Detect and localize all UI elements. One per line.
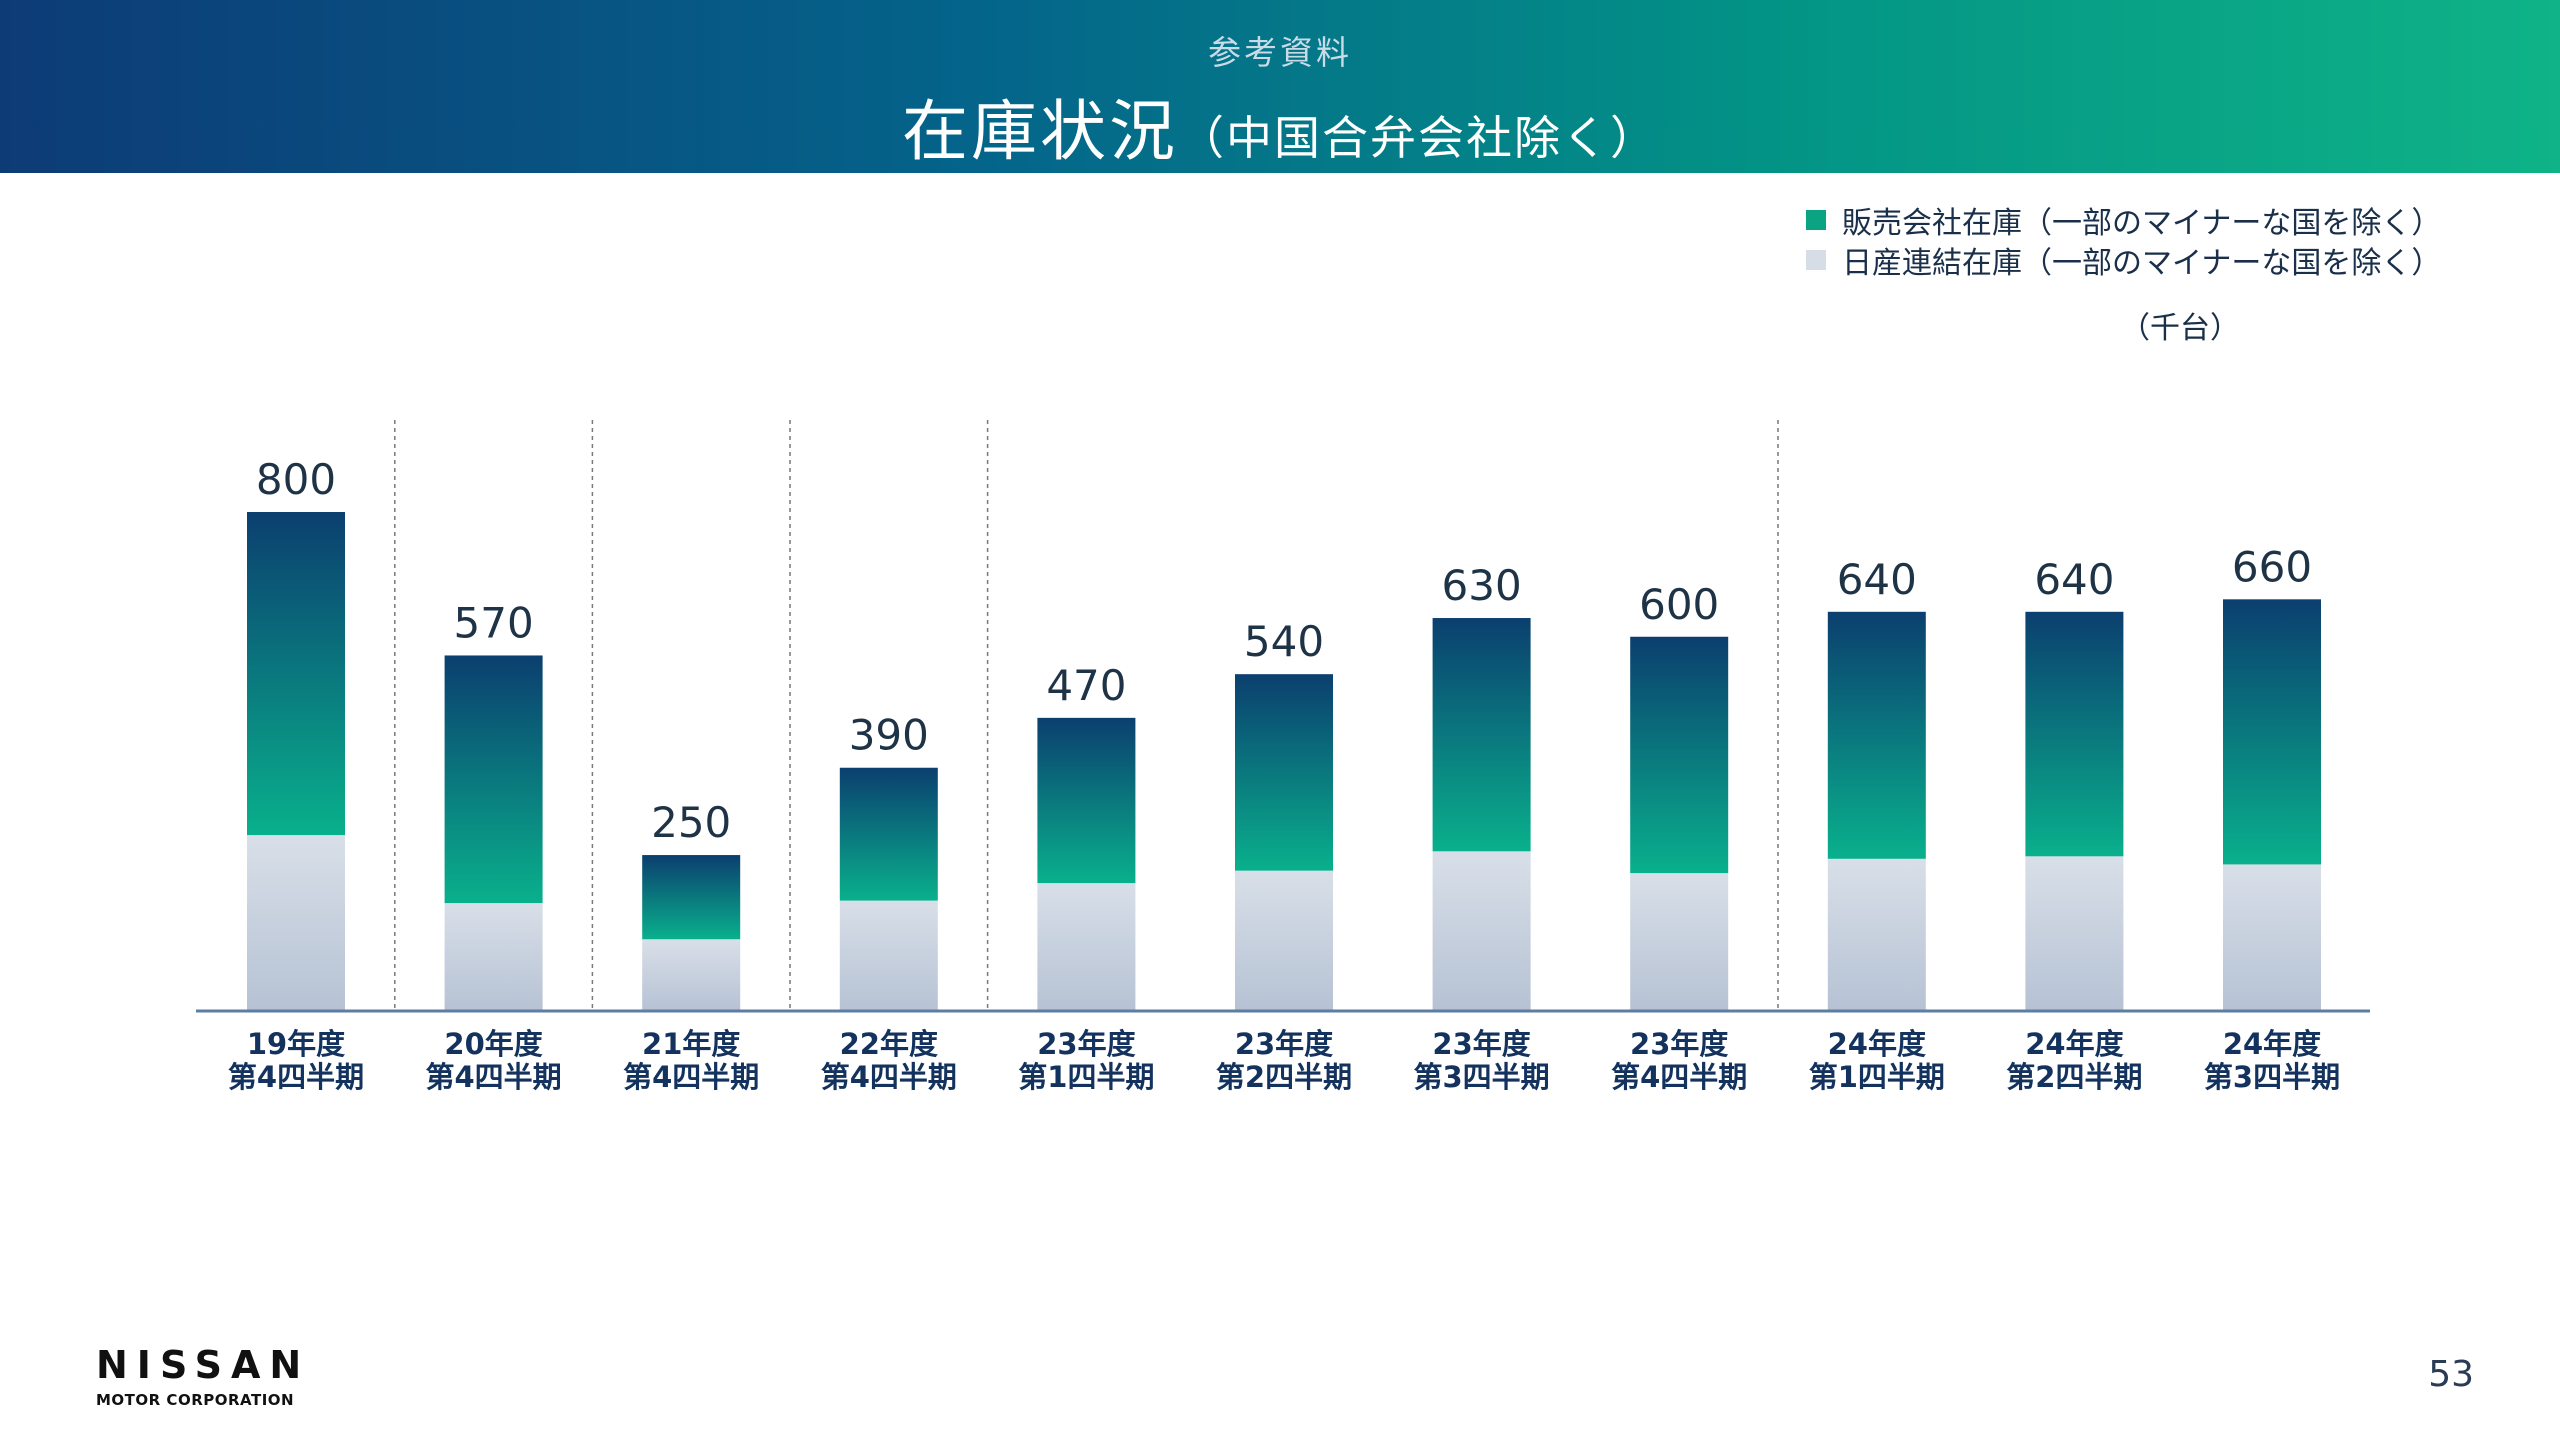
page-title: 在庫状況（中国合弁会社除く） xyxy=(0,78,2560,174)
bar-dealer-inventory xyxy=(1432,618,1531,852)
category-label-year: 23年度 xyxy=(1235,1027,1333,1061)
legend-item-dealer: 販売会社在庫（一部のマイナーな国を除く） xyxy=(1806,200,2442,241)
bar-nissan-inventory xyxy=(1432,851,1531,1011)
bar-dealer-inventory xyxy=(247,512,345,836)
bar-dealer-inventory xyxy=(444,655,543,904)
unit-label: （千台） xyxy=(2120,311,2240,346)
total-value-label: 640 xyxy=(1837,555,1917,604)
total-value-label: 660 xyxy=(2232,542,2312,591)
page-title-main: 在庫状況 xyxy=(902,93,1178,170)
category-label-quarter: 第4四半期 xyxy=(426,1060,562,1094)
category-label-year: 24年度 xyxy=(1828,1027,1926,1061)
page-title-paren: （中国合弁会社除く） xyxy=(1178,111,1658,165)
category-label-year: 24年度 xyxy=(2223,1027,2321,1061)
total-value-label: 600 xyxy=(1639,580,1719,629)
bar-dealer-inventory xyxy=(1235,674,1333,871)
bar-dealer-inventory xyxy=(2223,599,2321,865)
bar-nissan-inventory xyxy=(1235,870,1333,1011)
category-label-quarter: 第1四半期 xyxy=(1018,1060,1154,1094)
category-label-year: 20年度 xyxy=(444,1027,542,1061)
total-value-label: 800 xyxy=(256,455,336,504)
bar-nissan-inventory xyxy=(247,835,345,1011)
total-value-label: 470 xyxy=(1046,661,1126,710)
category-label-quarter: 第2四半期 xyxy=(2006,1060,2142,1094)
total-value-label: 630 xyxy=(1442,561,1522,610)
bar-nissan-inventory xyxy=(839,900,938,1011)
bar-dealer-inventory xyxy=(2025,611,2124,857)
bar-nissan-inventory xyxy=(642,939,741,1011)
bar-dealer-inventory xyxy=(839,767,938,901)
category-label-quarter: 第3四半期 xyxy=(2204,1060,2340,1094)
category-label-year: 23年度 xyxy=(1432,1027,1530,1061)
legend-label-dealer: 販売会社在庫（一部のマイナーな国を除く） xyxy=(1842,206,2442,241)
category-label-year: 23年度 xyxy=(1037,1027,1135,1061)
category-label-year: 24年度 xyxy=(2025,1027,2123,1061)
category-label-quarter: 第4四半期 xyxy=(1611,1060,1747,1094)
total-value-label: 250 xyxy=(651,798,731,847)
total-value-label: 390 xyxy=(849,711,929,760)
logo-subtext: MOTOR CORPORATION xyxy=(96,1391,295,1409)
nissan-logo: NISSAN MOTOR CORPORATION xyxy=(96,1346,310,1409)
total-value-label: 540 xyxy=(1244,617,1324,666)
chart-legend: 販売会社在庫（一部のマイナーな国を除く） 日産連結在庫（一部のマイナーな国を除く… xyxy=(1806,200,2442,281)
total-value-label: 570 xyxy=(454,598,534,647)
category-label-year: 23年度 xyxy=(1630,1027,1728,1061)
legend-label-nissan: 日産連結在庫（一部のマイナーな国を除く） xyxy=(1842,246,2442,281)
bar-dealer-inventory xyxy=(1827,611,1926,859)
legend-swatch-nissan xyxy=(1806,250,1826,270)
total-value-label: 640 xyxy=(2034,555,2114,604)
legend-swatch-dealer xyxy=(1806,210,1826,230)
bar-dealer-inventory xyxy=(642,855,741,940)
bar-dealer-inventory xyxy=(1037,717,1136,884)
legend-item-nissan: 日産連結在庫（一部のマイナーな国を除く） xyxy=(1806,240,2442,281)
bar-nissan-inventory xyxy=(1827,858,1926,1011)
category-label-year: 19年度 xyxy=(247,1027,345,1061)
page-number: 53 xyxy=(2428,1354,2474,1395)
header-subtitle: 参考資料 xyxy=(1208,33,1352,72)
category-label-quarter: 第4四半期 xyxy=(821,1060,957,1094)
bar-nissan-inventory xyxy=(1037,883,1136,1011)
bar-nissan-inventory xyxy=(1630,873,1729,1011)
category-label-quarter: 第3四半期 xyxy=(1414,1060,1550,1094)
logo-wordmark: NISSAN xyxy=(96,1343,311,1387)
bar-nissan-inventory xyxy=(2025,856,2124,1011)
category-label-year: 22年度 xyxy=(840,1027,938,1061)
header-banner: 参考資料 在庫状況（中国合弁会社除く） xyxy=(0,0,2560,173)
bar-dealer-inventory xyxy=(1630,636,1729,874)
bar-nissan-inventory xyxy=(2223,864,2321,1011)
category-label-quarter: 第4四半期 xyxy=(228,1060,364,1094)
category-label-quarter: 第2四半期 xyxy=(1216,1060,1352,1094)
category-label-quarter: 第1四半期 xyxy=(1809,1060,1945,1094)
category-label-quarter: 第4四半期 xyxy=(623,1060,759,1094)
bar-nissan-inventory xyxy=(444,903,543,1011)
category-label-year: 21年度 xyxy=(642,1027,740,1061)
